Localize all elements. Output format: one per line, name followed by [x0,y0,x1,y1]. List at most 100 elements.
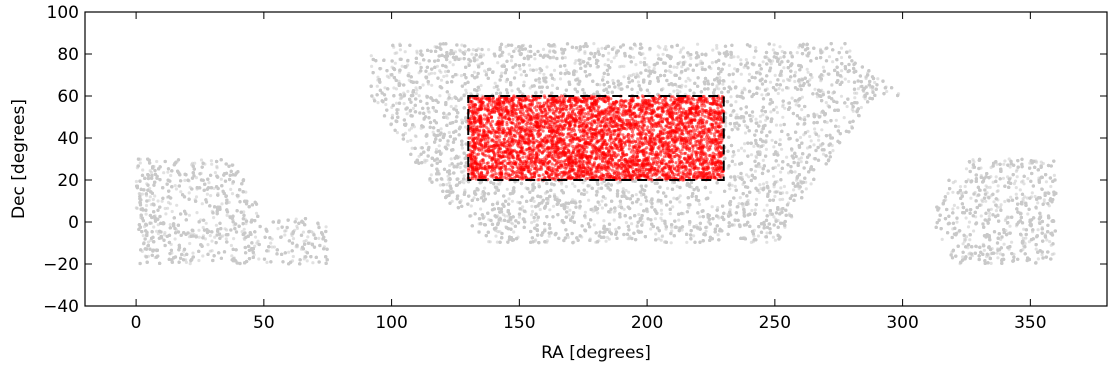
data-point-gray [773,238,778,242]
data-point-gray [1033,194,1037,199]
data-point-gray [439,70,443,74]
data-point-gray [758,120,763,124]
data-point-gray [982,248,987,252]
data-point-gray [743,131,748,135]
data-point-gray [839,46,844,50]
data-point-gray [406,89,410,93]
data-point-gray [134,206,138,210]
data-point-gray [472,70,476,74]
data-point-gray [989,261,993,265]
data-point-gray [803,115,807,120]
data-point-gray [622,75,626,79]
data-point-gray [985,185,990,189]
data-point-gray [752,55,756,60]
data-point-gray [619,202,623,206]
data-point-gray [738,196,742,200]
data-point-gray [686,76,690,80]
data-point-gray [627,190,631,194]
data-point-gray [242,227,246,231]
data-point-gray [685,240,689,244]
data-point-gray [733,162,737,167]
data-point-gray [1049,184,1053,189]
data-point-gray [220,202,224,206]
data-point-gray [156,199,160,203]
data-point-gray [437,144,441,148]
data-point-gray [213,235,217,239]
data-point-gray [632,55,636,60]
data-point-gray [460,170,464,174]
data-point-gray [771,235,776,239]
data-point-gray [698,215,702,219]
data-point-gray [439,127,443,131]
data-point-gray [659,216,663,220]
data-point-gray [710,205,714,209]
data-point-gray [668,212,672,216]
data-point-gray [736,148,741,153]
data-point-gray [749,240,754,244]
data-point-gray [1003,199,1007,204]
data-point-gray [778,138,782,142]
data-point-gray [183,178,187,182]
data-point-gray [283,233,287,237]
data-point-gray [692,234,696,238]
data-point-gray [739,72,743,76]
data-point-gray [224,237,228,241]
data-point-gray [827,55,832,59]
data-point-gray [994,175,998,179]
data-point-gray [659,208,664,212]
data-point-gray [305,259,309,263]
data-point-gray [963,237,967,241]
data-point-gray [1036,201,1040,205]
data-point-gray [465,91,469,95]
data-point-gray [771,48,775,52]
data-point-gray [782,184,787,189]
data-point-gray [781,79,786,83]
data-point-gray [946,191,950,195]
data-point-gray [1006,216,1010,220]
data-point-gray [257,257,261,261]
data-point-gray [206,243,210,247]
data-point-gray [602,219,606,223]
data-point-gray [195,211,199,215]
data-point-gray [426,109,430,113]
data-point-gray [817,138,821,142]
data-point-gray [742,149,747,153]
data-point-gray [1003,159,1007,163]
data-point-gray [542,72,546,76]
data-point-gray [743,142,747,146]
data-point-gray [324,225,328,229]
data-point-gray [660,218,664,223]
data-point-gray [952,203,957,207]
data-point-gray [859,105,863,110]
data-point-gray [146,240,150,244]
data-point-gray [988,185,992,189]
data-point-gray [479,207,483,211]
data-point-gray [1013,179,1018,183]
data-point-gray [141,234,145,238]
data-point-gray [447,130,451,135]
data-point-gray [500,71,504,75]
data-point-gray [225,228,229,232]
data-point-gray [407,128,412,132]
data-point-gray [530,213,534,217]
data-point-gray [600,46,604,50]
data-point-gray [527,63,532,67]
data-point-gray [1036,257,1040,261]
data-point-gray [395,131,399,135]
data-point-gray [414,86,418,90]
data-point-gray [783,106,787,110]
data-point-gray [987,214,991,218]
data-point-gray [287,250,291,254]
data-point-gray [534,238,538,242]
data-point-gray [173,184,177,188]
data-point-gray [204,221,208,225]
data-point-gray [207,181,211,185]
data-point-gray [550,83,555,87]
data-point-gray [718,76,722,80]
data-point-gray [564,185,569,189]
data-point-gray [647,91,651,95]
data-point-gray [208,234,212,238]
data-point-gray [1034,247,1038,251]
data-point-gray [777,87,781,91]
data-point-gray [675,88,679,92]
